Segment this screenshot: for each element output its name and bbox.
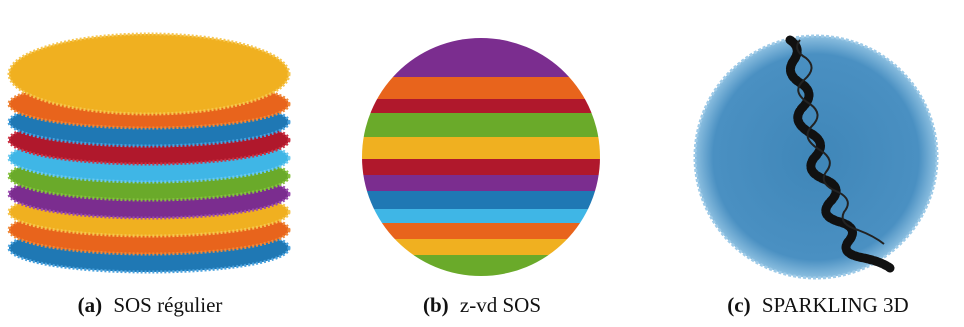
caption-label: (c) [727, 293, 750, 317]
sos-regular-image [7, 32, 291, 274]
caption-c: (c) SPARKLING 3D [727, 293, 908, 317]
zvd-sos-image [362, 38, 600, 276]
caption-label: (a) [78, 293, 103, 317]
caption-b: (b) z-vd SOS [423, 293, 541, 317]
caption-a: (a) SOS régulier [78, 293, 223, 317]
caption-text: SPARKLING 3D [762, 293, 909, 317]
caption-text: z-vd SOS [460, 293, 541, 317]
sparkling-image [693, 34, 939, 280]
caption-text: SOS régulier [113, 293, 222, 317]
caption-label: (b) [423, 293, 449, 317]
